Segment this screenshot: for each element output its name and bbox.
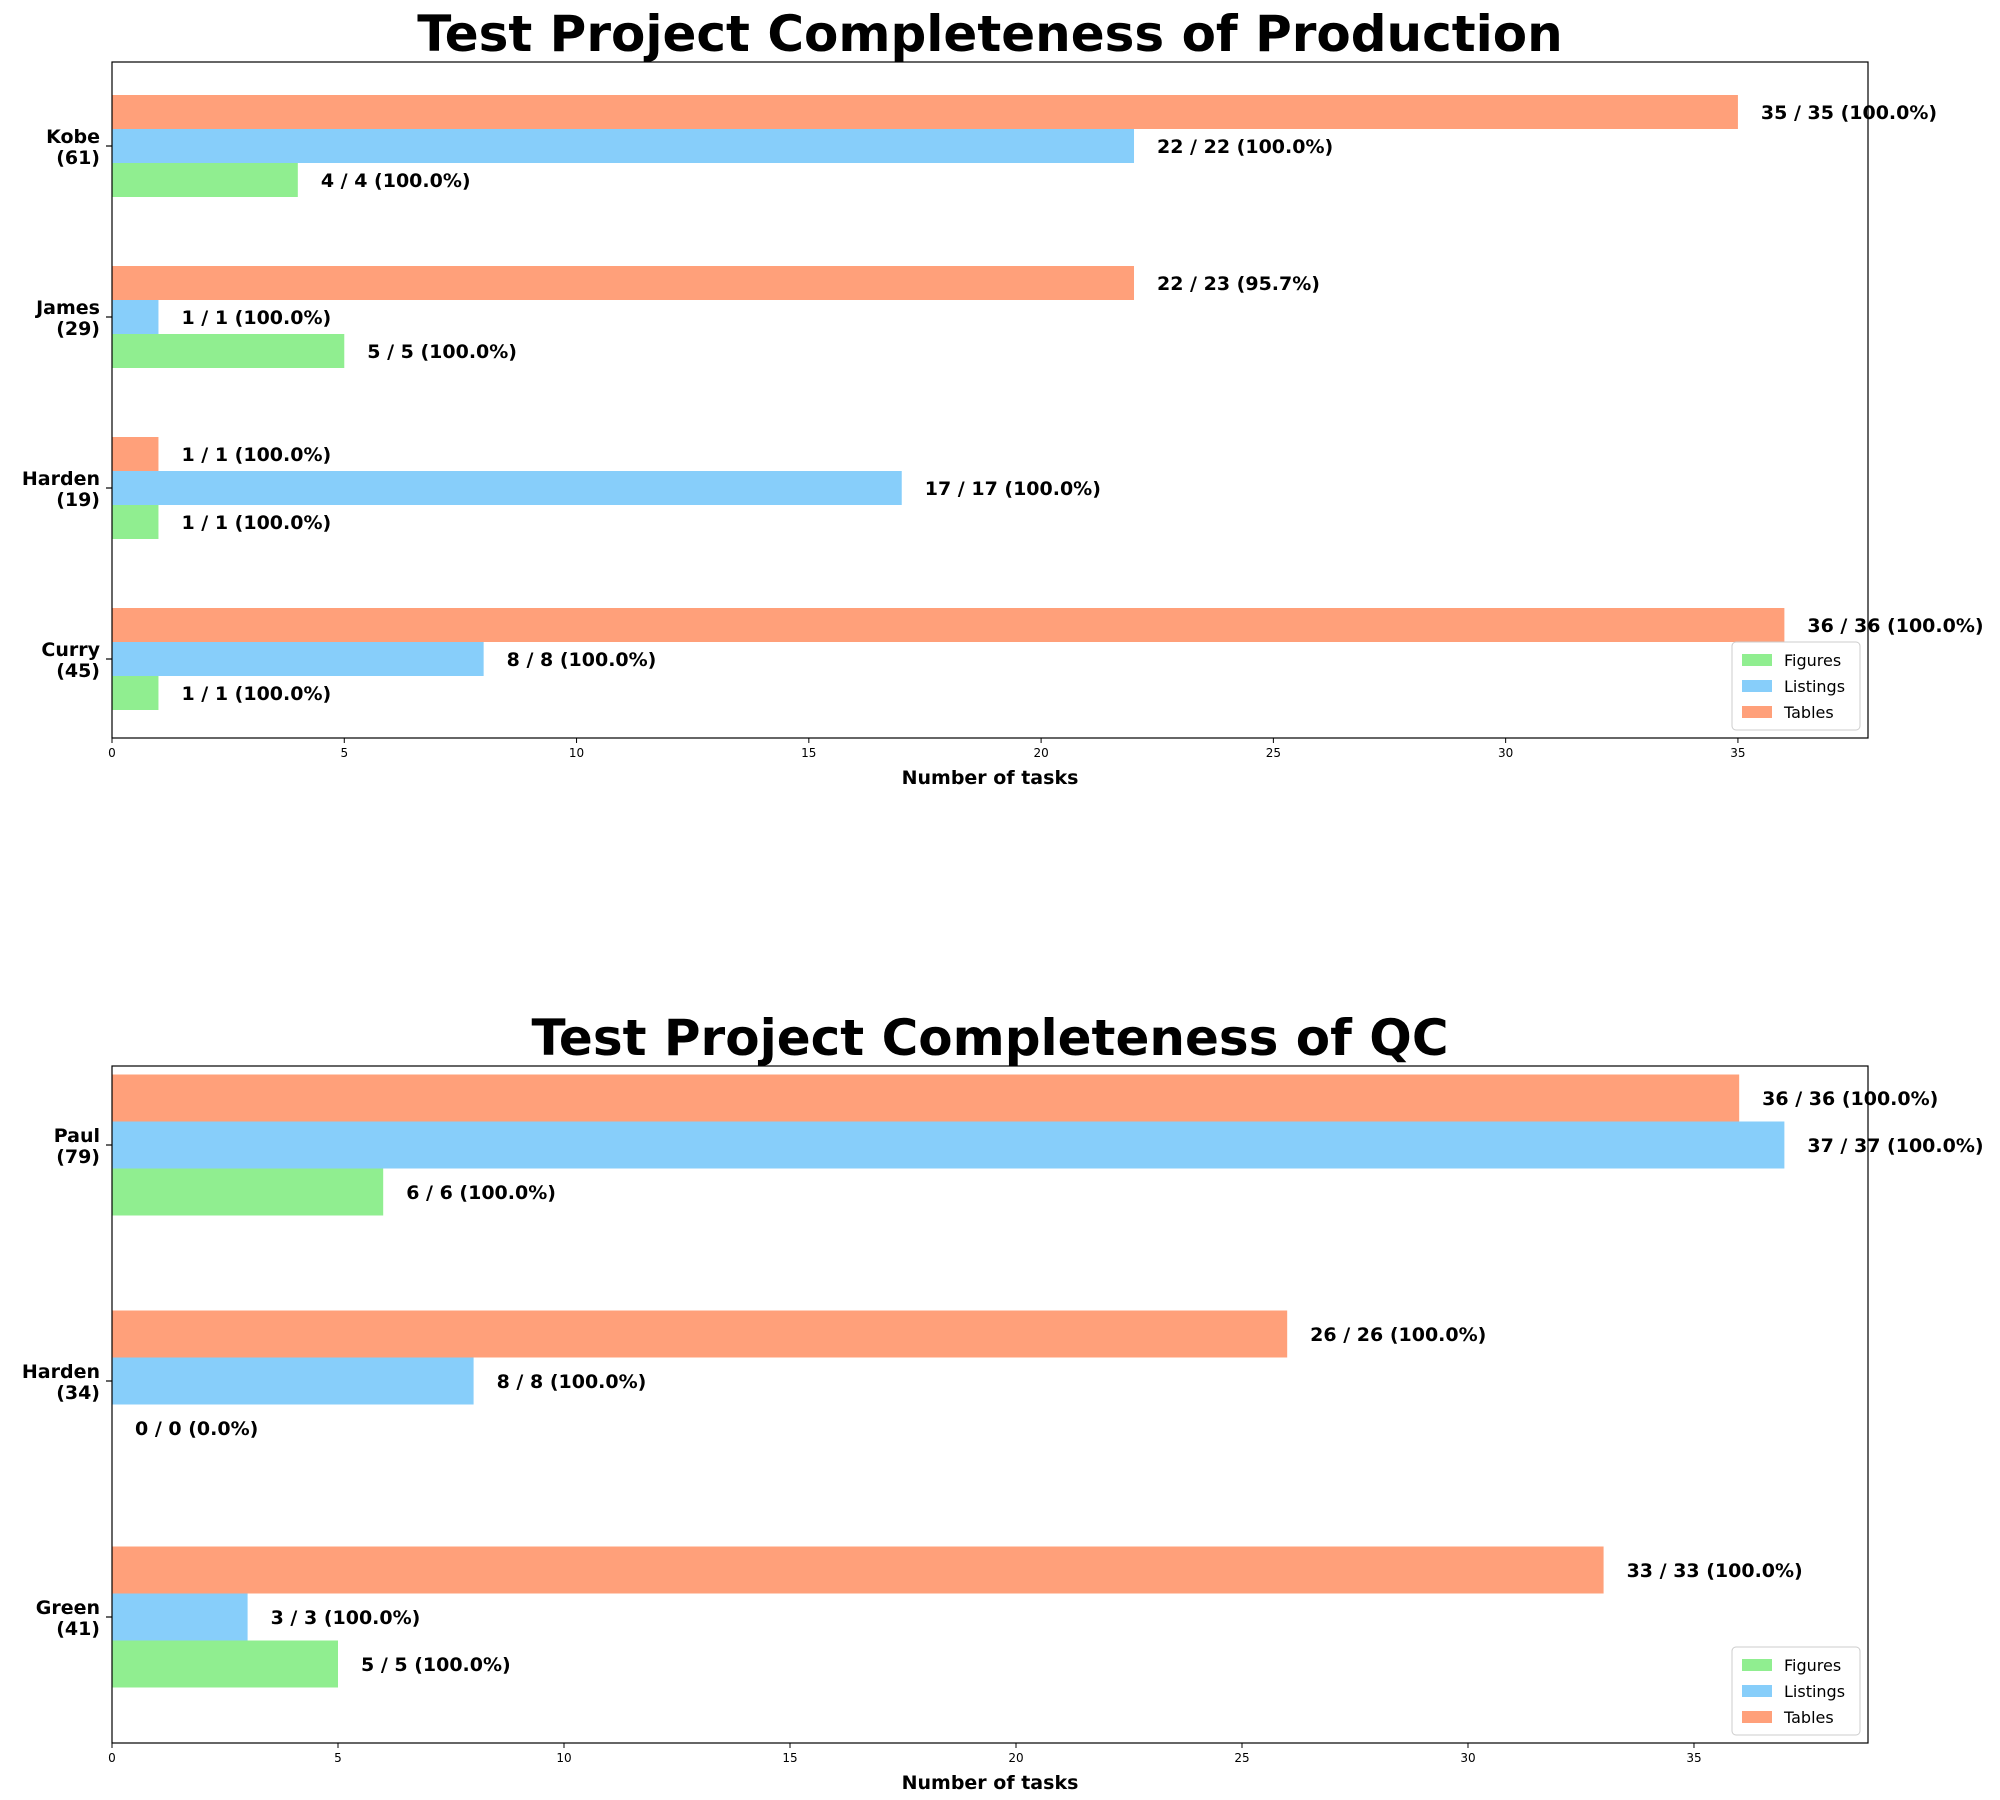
bar-listings — [112, 1357, 474, 1405]
data-label: 5 / 5 (100.0%) — [367, 341, 517, 363]
axes-frame — [111, 61, 1869, 739]
bar-tables — [112, 608, 1785, 642]
legend-label: Figures — [1784, 651, 1841, 670]
bar-tables — [112, 95, 1738, 129]
legend-swatch — [1742, 1711, 1772, 1723]
bar-listings — [112, 471, 902, 505]
x-axis-label: Number of tasks — [902, 767, 1079, 789]
bar-listings — [112, 642, 484, 676]
x-tick-label: 10 — [556, 1751, 571, 1765]
legend-label: Figures — [1784, 1656, 1841, 1675]
x-tick-label: 25 — [1266, 746, 1281, 760]
bar-figures — [112, 1640, 338, 1688]
bar-figures — [112, 334, 345, 368]
x-tick-label: 5 — [334, 1751, 342, 1765]
data-label: 4 / 4 (100.0%) — [321, 170, 471, 192]
x-tick-label: 0 — [108, 746, 116, 760]
legend-swatch — [1742, 1659, 1772, 1671]
x-tick-label: 20 — [1008, 1751, 1023, 1765]
data-label: 1 / 1 (100.0%) — [181, 444, 331, 466]
chart-title: Test Project Completeness of QC — [531, 1009, 1448, 1067]
legend: Figures Listings Tables — [1731, 1646, 1861, 1736]
x-tick-label: 20 — [1033, 746, 1048, 760]
x-axis-label: Number of tasks — [902, 1772, 1079, 1794]
bar-figures — [112, 505, 159, 539]
x-tick-label: 35 — [1686, 1751, 1701, 1765]
data-label: 33 / 33 (100.0%) — [1627, 1560, 1803, 1582]
legend-label: Listings — [1784, 1682, 1845, 1701]
bar-listings — [112, 129, 1135, 163]
bar-tables — [112, 1074, 1740, 1122]
data-label: 17 / 17 (100.0%) — [925, 478, 1101, 500]
legend: Figures Listings Tables — [1731, 641, 1861, 731]
chart-0: Test Project Completeness of Production 4… — [22, 5, 1984, 789]
legend-swatch — [1742, 680, 1772, 692]
legend-swatch — [1742, 654, 1772, 666]
x-tick-label: 30 — [1498, 746, 1513, 760]
legend-label: Listings — [1784, 677, 1845, 696]
data-label: 1 / 1 (100.0%) — [181, 683, 331, 705]
bar-tables — [112, 437, 159, 471]
y-tick-label: Green (41) — [36, 1597, 100, 1640]
legend-swatch — [1742, 1685, 1772, 1697]
data-label: 37 / 37 (100.0%) — [1807, 1135, 1983, 1157]
y-tick-label: Curry (45) — [41, 639, 100, 682]
y-tick-label: Paul (79) — [54, 1125, 100, 1168]
data-label: 6 / 6 (100.0%) — [406, 1182, 556, 1204]
axes-frame — [111, 1065, 1869, 1744]
data-label: 1 / 1 (100.0%) — [181, 307, 331, 329]
data-label: 0 / 0 (0.0%) — [135, 1418, 258, 1440]
data-label: 1 / 1 (100.0%) — [181, 512, 331, 534]
data-label: 22 / 23 (95.7%) — [1157, 273, 1320, 295]
data-label: 35 / 35 (100.0%) — [1761, 102, 1937, 124]
data-label: 26 / 26 (100.0%) — [1310, 1324, 1486, 1346]
bar-listings — [112, 1593, 248, 1641]
data-label: 8 / 8 (100.0%) — [497, 1371, 647, 1393]
bar-figures — [112, 163, 298, 197]
x-tick-label: 10 — [569, 746, 584, 760]
chart-1: Test Project Completeness of QC 6 / 6 (10… — [22, 1009, 1984, 1794]
data-label: 3 / 3 (100.0%) — [271, 1607, 421, 1629]
bar-listings — [112, 1121, 1785, 1169]
y-tick-label: Harden (34) — [22, 1361, 100, 1404]
y-tick-label: James (29) — [34, 297, 100, 340]
x-tick-label: 15 — [782, 1751, 797, 1765]
data-label: 8 / 8 (100.0%) — [507, 649, 657, 671]
x-tick-label: 5 — [340, 746, 348, 760]
data-label: 22 / 22 (100.0%) — [1157, 136, 1333, 158]
x-tick-label: 0 — [108, 1751, 116, 1765]
chart-title: Test Project Completeness of Production — [417, 5, 1563, 63]
x-tick-label: 15 — [801, 746, 816, 760]
y-tick-label: Harden (19) — [22, 468, 100, 511]
x-tick-label: 35 — [1730, 746, 1745, 760]
bar-tables — [112, 1546, 1604, 1594]
bar-figures — [112, 1168, 384, 1216]
data-label: 36 / 36 (100.0%) — [1762, 1088, 1938, 1110]
bar-listings — [112, 300, 159, 334]
data-label: 5 / 5 (100.0%) — [361, 1654, 511, 1676]
legend-label: Tables — [1783, 1708, 1834, 1727]
bar-figures — [112, 676, 159, 710]
bar-tables — [112, 1310, 1288, 1358]
legend-label: Tables — [1783, 703, 1834, 722]
y-tick-label: Kobe (61) — [46, 126, 100, 169]
legend-swatch — [1742, 706, 1772, 718]
x-tick-label: 30 — [1460, 1751, 1475, 1765]
x-tick-label: 25 — [1234, 1751, 1249, 1765]
bar-tables — [112, 266, 1135, 300]
data-label: 36 / 36 (100.0%) — [1807, 615, 1983, 637]
